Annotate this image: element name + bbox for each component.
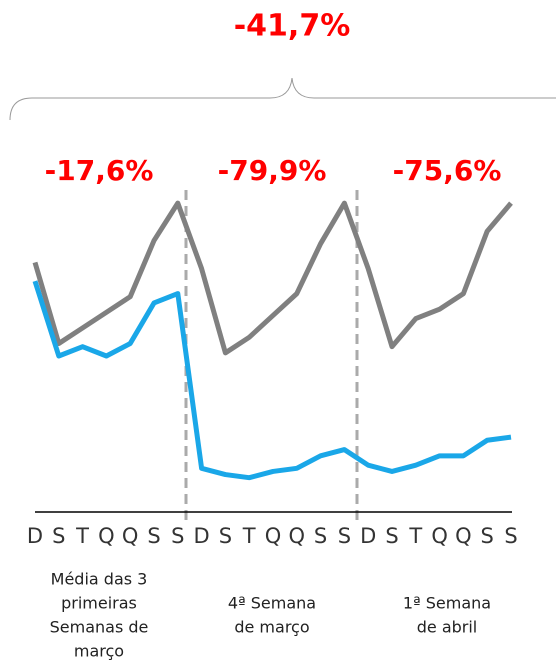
x-tick-label: S xyxy=(147,524,160,548)
x-tick-label: T xyxy=(75,524,89,548)
group-label: março xyxy=(74,642,124,661)
x-tick-label: Q xyxy=(265,524,282,548)
x-tick-label: S xyxy=(338,524,351,548)
group-label: de abril xyxy=(417,618,478,637)
x-tick-label: S xyxy=(385,524,398,548)
series-line xyxy=(32,200,513,356)
x-tick-label: S xyxy=(171,524,184,548)
x-tick-label: D xyxy=(360,524,376,548)
x-tick-label: D xyxy=(194,524,210,548)
x-tick-label: T xyxy=(242,524,256,548)
group-label: de março xyxy=(234,618,309,637)
x-tick-label: D xyxy=(27,524,43,548)
x-tick-label: Q xyxy=(431,524,448,548)
group-change: -75,6% xyxy=(393,154,502,187)
x-tick-label: S xyxy=(504,524,517,548)
chart-title: -41,7% xyxy=(234,9,351,44)
brace xyxy=(9,77,556,121)
series-line xyxy=(32,280,512,481)
x-tick-label: Q xyxy=(98,524,115,548)
group-label: primeiras xyxy=(61,594,137,613)
group-label: Média das 3 xyxy=(51,570,148,589)
x-tick-label: S xyxy=(481,524,494,548)
group-label: 4ª Semana xyxy=(228,594,316,613)
group-change: -79,9% xyxy=(218,154,327,187)
x-tick-label: Q xyxy=(122,524,139,548)
x-tick-label: S xyxy=(52,524,65,548)
group-label: Semanas de xyxy=(50,618,149,637)
x-tick-label: S xyxy=(219,524,232,548)
x-tick-label: Q xyxy=(455,524,472,548)
x-tick-label: Q xyxy=(289,524,306,548)
group-label: 1ª Semana xyxy=(403,594,491,613)
x-tick-label: T xyxy=(408,524,422,548)
x-tick-label: S xyxy=(314,524,327,548)
group-change: -17,6% xyxy=(45,154,154,187)
